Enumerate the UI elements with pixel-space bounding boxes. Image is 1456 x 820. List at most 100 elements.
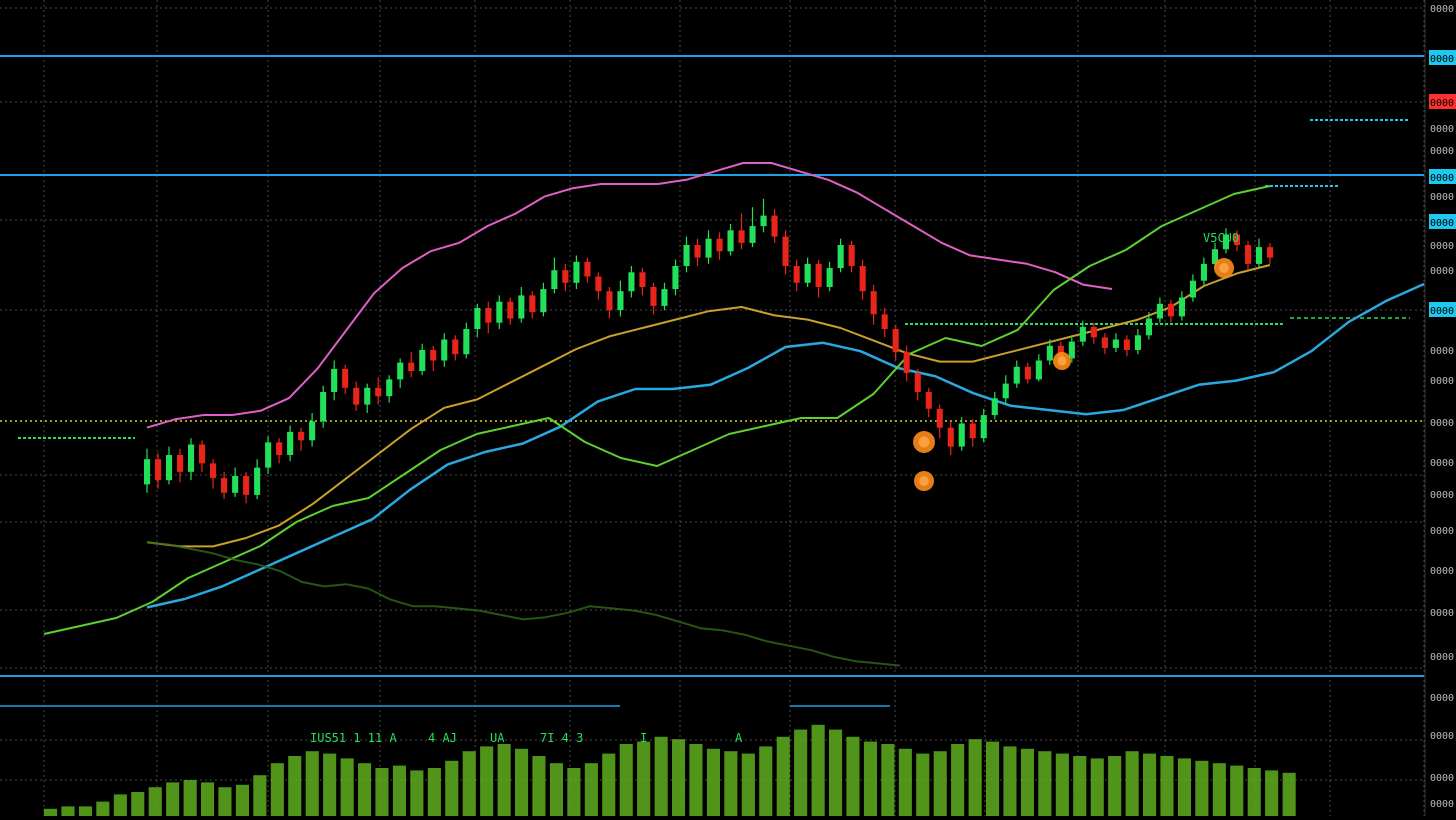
candle-body	[1145, 318, 1152, 336]
volume-bar	[113, 794, 127, 816]
candle-body	[210, 463, 217, 479]
volume-bar	[724, 751, 738, 816]
candle-body	[892, 329, 899, 353]
candle-body	[1178, 297, 1185, 317]
volume-bar	[846, 736, 860, 816]
candle-body	[419, 350, 426, 371]
candle-body	[760, 215, 767, 227]
candle-body	[661, 289, 668, 306]
volume-bar	[829, 729, 843, 816]
volume-bar	[445, 760, 459, 816]
volume-bar	[689, 744, 703, 816]
candle-body	[705, 238, 712, 258]
candle-body	[1233, 234, 1240, 245]
volume-bar	[515, 748, 529, 816]
candle-body	[1112, 339, 1119, 348]
price-axis-label: 0000	[1430, 652, 1454, 663]
volume-bar	[375, 768, 389, 816]
volume-bar	[497, 744, 511, 816]
candle-body	[826, 268, 833, 287]
volume-bar	[968, 739, 982, 816]
candle-body	[1046, 345, 1053, 361]
candle-body	[243, 476, 250, 495]
candle-body	[485, 308, 492, 323]
volume-bar	[1108, 756, 1122, 816]
candle-body	[991, 398, 998, 416]
price-axis-label: 0000	[1430, 799, 1454, 810]
volume-bar	[584, 763, 598, 816]
candle-body	[199, 444, 206, 464]
volume-bar	[1055, 753, 1069, 816]
candle-body	[430, 350, 437, 361]
candle-body	[1090, 326, 1097, 338]
candle-body	[870, 291, 877, 315]
volume-bar	[706, 748, 720, 816]
volume-bar	[1195, 760, 1209, 816]
candle-body	[672, 266, 679, 290]
volume-bar	[1003, 746, 1017, 816]
signal-dot-core	[1057, 356, 1067, 366]
volume-bar	[480, 746, 494, 816]
candle-body	[782, 236, 789, 266]
volume-bar	[881, 744, 895, 816]
candle-body	[1013, 366, 1020, 384]
price-axis[interactable]: 0000 0000 0000 0000 0000 0000 0000 0000 0000 0000…	[1424, 0, 1456, 816]
volume-bar	[1073, 756, 1087, 816]
candles	[144, 198, 1274, 504]
candle-body	[936, 408, 943, 428]
chart-annotation: A	[735, 731, 743, 745]
candle-body	[463, 329, 470, 355]
oscillator-line	[43, 185, 1271, 635]
price-axis-label: 0000	[1430, 490, 1454, 501]
oscillator-shadow-line	[146, 541, 901, 667]
price-axis-label: 0000	[1430, 608, 1454, 619]
candle-body	[1079, 326, 1086, 342]
price-tag	[1429, 50, 1456, 65]
volume-bar	[951, 744, 965, 816]
price-axis-label: 0000	[1430, 773, 1454, 784]
candle-body	[1156, 303, 1163, 319]
upper-band-line	[146, 162, 1113, 429]
price-axis-label: 0000	[1430, 4, 1454, 15]
volume-bar	[811, 724, 825, 816]
candle-body	[474, 308, 481, 329]
candle-body	[254, 467, 261, 495]
candle-body	[815, 263, 822, 287]
volume-bar	[131, 792, 145, 816]
volume-bar	[759, 746, 773, 816]
candle-body	[727, 230, 734, 252]
price-axis-label: 0000	[1430, 124, 1454, 135]
candle-body	[551, 270, 558, 290]
volume-bar	[61, 806, 75, 816]
volume-bar	[270, 763, 284, 816]
signal-dot-core	[919, 476, 929, 486]
price-axis-label: 0000	[1430, 346, 1454, 357]
volume-bar	[358, 763, 372, 816]
candle-body	[375, 387, 382, 397]
candle-body	[144, 459, 151, 485]
candle-body	[793, 266, 800, 283]
chart-annotation: I	[640, 731, 647, 745]
candle-body	[969, 423, 976, 439]
candle-body	[1134, 335, 1141, 350]
candle-body	[177, 455, 184, 472]
volume-bar	[253, 775, 267, 816]
candle-body	[771, 215, 778, 237]
volume-bar	[637, 741, 651, 816]
candle-body	[386, 379, 393, 397]
volume-bar	[567, 768, 581, 816]
candle-body	[716, 238, 723, 252]
candle-body	[1167, 303, 1174, 317]
candle-body	[650, 287, 657, 306]
volume-bar	[392, 765, 406, 816]
volume-bar	[654, 736, 668, 816]
volume-bar	[933, 751, 947, 816]
candle-body	[309, 421, 316, 441]
volume-bar	[410, 770, 424, 816]
candle-body	[1035, 360, 1042, 380]
candle-body	[804, 263, 811, 283]
candle-body	[276, 442, 283, 455]
candle-body	[1123, 339, 1130, 350]
candle-body	[1245, 245, 1252, 264]
